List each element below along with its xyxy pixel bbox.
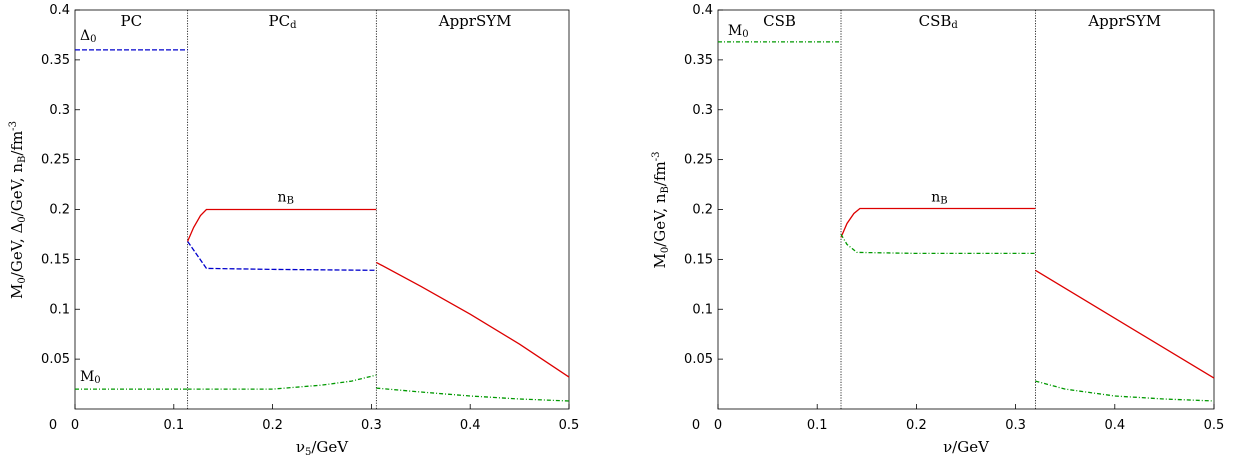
right-series-m0-label: M0: [728, 23, 749, 40]
right-phase-label-csb: CSB: [763, 12, 796, 30]
left-x-tick-label: 0.3: [361, 418, 382, 433]
left-x-tick-label: 0: [71, 418, 79, 433]
left-series-m0-line: [187, 374, 377, 390]
left-series-m0-line: [376, 387, 570, 402]
right-phase-label-csbd: CSBd: [919, 12, 959, 31]
right-plot-frame: [717, 9, 1215, 410]
left-series-n-b-line: [187, 208, 377, 242]
right-y-tick-label: 0.4: [692, 3, 713, 18]
right-series-m0-line: [1035, 380, 1215, 402]
left-series-delta0-line: [187, 241, 377, 271]
left-x-axis-label: ν5/GeV: [296, 438, 349, 458]
left-series-m0-label: M0: [80, 369, 101, 386]
left-y-tick-label: 0.25: [41, 153, 70, 168]
left-series-n-b-label: nB: [278, 190, 294, 207]
right-x-tick-label: 0.3: [1005, 418, 1026, 433]
left-y-tick-label: 0.15: [41, 252, 70, 267]
right-y-tick-label: 0.05: [684, 352, 713, 367]
right-y-tick-label: 0.35: [684, 53, 713, 68]
right-y-tick-label: 0: [692, 418, 700, 433]
left-y-tick-label: 0.2: [49, 203, 70, 218]
right-series-m0-line: [840, 234, 1036, 255]
left-series-delta0-label: Δ0: [80, 28, 97, 45]
left-x-tick-label: 0.4: [460, 418, 481, 433]
right-series-n-b-line: [1035, 269, 1215, 379]
right-series-n-b-label: nB: [931, 190, 947, 207]
right-series-n-b-line: [840, 207, 1036, 238]
left-y-tick-label: 0.35: [41, 53, 70, 68]
left-x-tick-label: 0.2: [262, 418, 283, 433]
left-panel: ν5/GeV M0/GeV, Δ0/GeV, nB/fm-3 0 0.1 0.2 0.…: [8, 3, 579, 458]
left-y-tick-label: 0: [49, 418, 57, 433]
right-x-tick-label: 0.1: [807, 418, 828, 433]
right-panel: ν/GeV M0/GeV, nB/fm-3 0 0.1 0.2 0.3 0.4 0.5 0 0…: [651, 3, 1224, 456]
left-phase-label-apprsym: ApprSYM: [438, 12, 512, 30]
left-phase-label-pcd: PCd: [268, 12, 297, 31]
right-x-tick-label: 0.4: [1104, 418, 1125, 433]
left-y-tick-label: 0.4: [49, 3, 70, 18]
left-x-tick-label: 0.1: [163, 418, 184, 433]
right-y-tick-label: 0.1: [692, 302, 713, 317]
left-y-axis-label: M0/GeV, Δ0/GeV, nB/fm-3: [8, 121, 28, 299]
right-x-tick-label: 0: [714, 418, 722, 433]
right-y-tick-label: 0.2: [692, 203, 713, 218]
left-y-tick-label: 0.1: [49, 302, 70, 317]
left-x-tick-label: 0.5: [559, 418, 580, 433]
right-y-tick-label: 0.25: [684, 153, 713, 168]
right-x-tick-label: 0.5: [1204, 418, 1225, 433]
left-phase-label-pc: PC: [121, 12, 143, 30]
left-series-n-b-line: [375, 261, 570, 378]
right-phase-label-apprsym: ApprSYM: [1087, 12, 1161, 30]
right-y-tick-label: 0.15: [684, 252, 713, 267]
right-y-axis-label: M0/GeV, nB/fm-3: [651, 151, 671, 268]
right-x-axis-label: ν/GeV: [943, 438, 990, 456]
left-y-tick-label: 0.3: [49, 103, 70, 118]
left-y-tick-label: 0.05: [41, 352, 70, 367]
right-y-tick-label: 0.3: [692, 103, 713, 118]
right-x-tick-label: 0.2: [906, 418, 927, 433]
